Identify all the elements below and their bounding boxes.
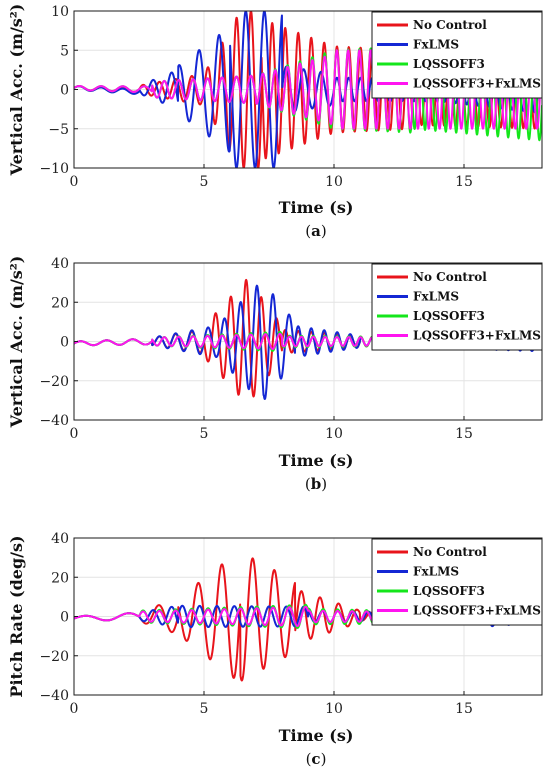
y-tick-label: 40 bbox=[51, 256, 69, 272]
x-tick-label: 5 bbox=[200, 701, 209, 717]
legend: No Control FxLMS LQSSOFF3 LQSSOFF3+FxLMS bbox=[371, 538, 543, 626]
panel-caption: (b) bbox=[305, 475, 327, 493]
y-axis-label: Vertical Acc. (m/s²) bbox=[7, 4, 26, 177]
x-tick-label: 15 bbox=[455, 701, 473, 717]
chart-panel-b: 0 5 10 15 −40 −20 0 20 40 Time (s) Vertical Acc. (… bbox=[7, 256, 543, 493]
y-tick-label: 40 bbox=[51, 531, 69, 547]
x-axis-label: Time (s) bbox=[279, 198, 354, 217]
panel-caption: (a) bbox=[305, 222, 326, 240]
x-tick-label: 10 bbox=[325, 174, 343, 190]
y-tick-label: 20 bbox=[51, 295, 69, 311]
y-tick-label: −40 bbox=[39, 413, 69, 429]
legend: No Control FxLMS LQSSOFF3 LQSSOFF3+FxLMS bbox=[371, 11, 543, 99]
y-tick-label: −5 bbox=[48, 122, 69, 138]
x-tick-label: 5 bbox=[200, 174, 209, 190]
legend-label: No Control bbox=[413, 270, 487, 284]
legend-label: LQSSOFF3 bbox=[413, 584, 485, 598]
legend-label: FxLMS bbox=[413, 38, 459, 52]
panel-caption: (c) bbox=[306, 750, 327, 768]
y-tick-label: 0 bbox=[60, 335, 69, 351]
legend-label: LQSSOFF3 bbox=[413, 57, 485, 71]
y-tick-label: 0 bbox=[60, 83, 69, 99]
legend-label: LQSSOFF3 bbox=[413, 309, 485, 323]
legend-label: LQSSOFF3+FxLMS bbox=[413, 329, 541, 343]
x-tick-label: 10 bbox=[325, 426, 343, 442]
y-tick-label: 0 bbox=[60, 610, 69, 626]
x-tick-label: 5 bbox=[200, 426, 209, 442]
y-axis-label: Vertical Acc. (m/s²) bbox=[7, 256, 26, 429]
y-tick-label: 10 bbox=[51, 4, 69, 20]
x-tick-label: 0 bbox=[70, 174, 79, 190]
y-tick-label: −10 bbox=[39, 161, 69, 177]
x-tick-label: 15 bbox=[455, 174, 473, 190]
x-tick-label: 10 bbox=[325, 701, 343, 717]
legend: No Control FxLMS LQSSOFF3 LQSSOFF3+FxLMS bbox=[371, 263, 543, 351]
x-tick-label: 0 bbox=[70, 701, 79, 717]
x-axis-label: Time (s) bbox=[279, 451, 354, 470]
x-tick-label: 15 bbox=[455, 426, 473, 442]
y-tick-label: −40 bbox=[39, 688, 69, 704]
legend-label: LQSSOFF3+FxLMS bbox=[413, 604, 541, 618]
y-tick-label: 5 bbox=[60, 43, 69, 59]
y-tick-label: 20 bbox=[51, 570, 69, 586]
legend-label: FxLMS bbox=[413, 290, 459, 304]
chart-panel-c: 0 5 10 15 −40 −20 0 20 40 Time (s) Pitch Rate (deg… bbox=[7, 531, 543, 768]
y-tick-label: −20 bbox=[39, 649, 69, 665]
x-tick-label: 0 bbox=[70, 426, 79, 442]
legend-label: No Control bbox=[413, 18, 487, 32]
legend-label: FxLMS bbox=[413, 565, 459, 579]
legend-label: LQSSOFF3+FxLMS bbox=[413, 77, 541, 91]
y-axis-label: Pitch Rate (deg/s) bbox=[7, 535, 26, 697]
y-tick-label: −20 bbox=[39, 374, 69, 390]
x-axis-label: Time (s) bbox=[279, 726, 354, 745]
chart-panel-a: 0 5 10 15 −10 −5 0 5 10 Time (s) Vertical Acc. (m/… bbox=[7, 4, 543, 240]
legend-label: No Control bbox=[413, 545, 487, 559]
